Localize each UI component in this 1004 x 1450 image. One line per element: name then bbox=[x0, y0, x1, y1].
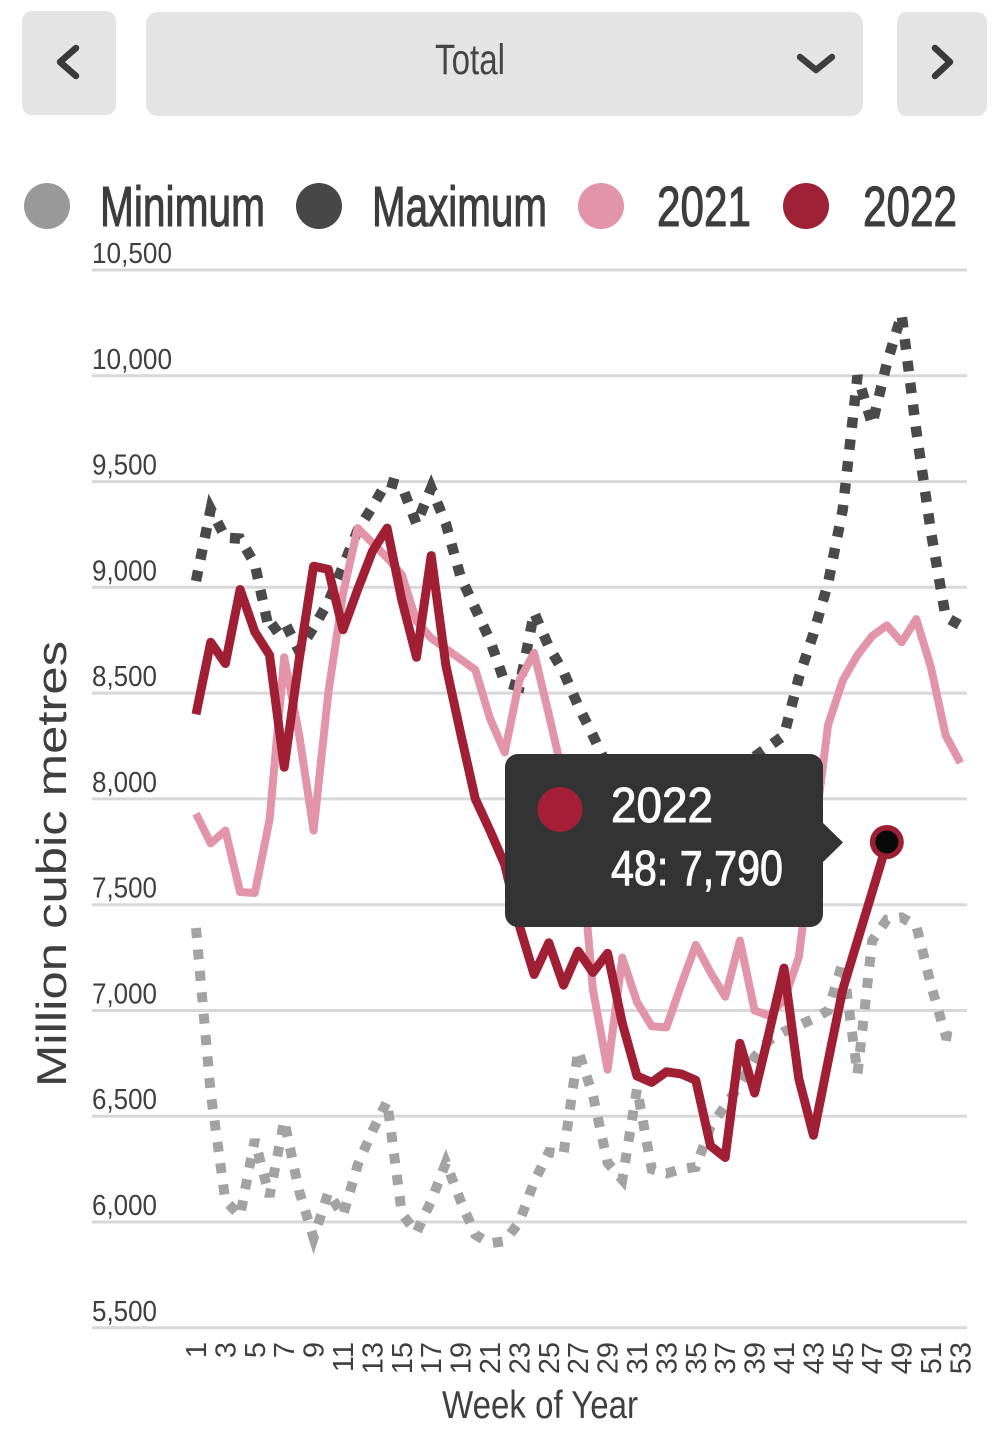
svg-text:37: 37 bbox=[710, 1342, 742, 1374]
svg-text:35: 35 bbox=[681, 1342, 713, 1374]
svg-text:7,500: 7,500 bbox=[92, 873, 157, 905]
svg-text:48: 7,790: 48: 7,790 bbox=[611, 842, 783, 896]
svg-text:2022: 2022 bbox=[611, 779, 713, 833]
svg-text:2022: 2022 bbox=[863, 175, 957, 239]
svg-text:7: 7 bbox=[269, 1342, 301, 1358]
svg-text:8,500: 8,500 bbox=[92, 661, 157, 693]
svg-text:13: 13 bbox=[357, 1342, 389, 1374]
svg-text:Maximum: Maximum bbox=[372, 175, 547, 239]
svg-text:10,500: 10,500 bbox=[92, 238, 172, 270]
svg-text:29: 29 bbox=[593, 1342, 625, 1374]
svg-text:47: 47 bbox=[857, 1342, 889, 1374]
svg-text:Million cubic metres: Million cubic metres bbox=[28, 641, 75, 1087]
svg-text:21: 21 bbox=[475, 1342, 507, 1374]
svg-text:31: 31 bbox=[622, 1342, 654, 1374]
svg-text:33: 33 bbox=[651, 1342, 683, 1374]
svg-text:51: 51 bbox=[916, 1342, 948, 1374]
svg-text:19: 19 bbox=[446, 1342, 478, 1374]
svg-text:15: 15 bbox=[387, 1342, 419, 1374]
svg-text:23: 23 bbox=[504, 1342, 536, 1374]
svg-text:41: 41 bbox=[769, 1342, 801, 1374]
svg-text:11: 11 bbox=[328, 1342, 360, 1372]
svg-text:2021: 2021 bbox=[657, 175, 751, 239]
svg-text:8,000: 8,000 bbox=[92, 767, 157, 799]
svg-text:5,500: 5,500 bbox=[92, 1296, 157, 1328]
svg-text:49: 49 bbox=[887, 1342, 919, 1374]
svg-text:10,000: 10,000 bbox=[92, 344, 172, 376]
svg-text:25: 25 bbox=[534, 1342, 566, 1374]
svg-text:9,500: 9,500 bbox=[92, 450, 157, 482]
svg-text:1: 1 bbox=[181, 1342, 213, 1358]
svg-text:Total: Total bbox=[435, 36, 505, 84]
svg-text:6,500: 6,500 bbox=[92, 1084, 157, 1116]
svg-text:53: 53 bbox=[945, 1342, 977, 1374]
svg-text:3: 3 bbox=[210, 1342, 242, 1358]
svg-text:5: 5 bbox=[240, 1342, 272, 1358]
svg-text:9: 9 bbox=[299, 1342, 331, 1358]
svg-text:43: 43 bbox=[798, 1342, 830, 1374]
svg-text:27: 27 bbox=[563, 1342, 595, 1374]
svg-text:45: 45 bbox=[828, 1342, 860, 1374]
svg-text:Week of Year: Week of Year bbox=[442, 1384, 638, 1427]
svg-text:39: 39 bbox=[740, 1342, 772, 1374]
svg-text:17: 17 bbox=[416, 1342, 448, 1374]
svg-text:6,000: 6,000 bbox=[92, 1190, 157, 1222]
svg-text:Minimum: Minimum bbox=[100, 175, 265, 239]
svg-text:9,000: 9,000 bbox=[92, 555, 157, 587]
svg-text:7,000: 7,000 bbox=[92, 979, 157, 1011]
